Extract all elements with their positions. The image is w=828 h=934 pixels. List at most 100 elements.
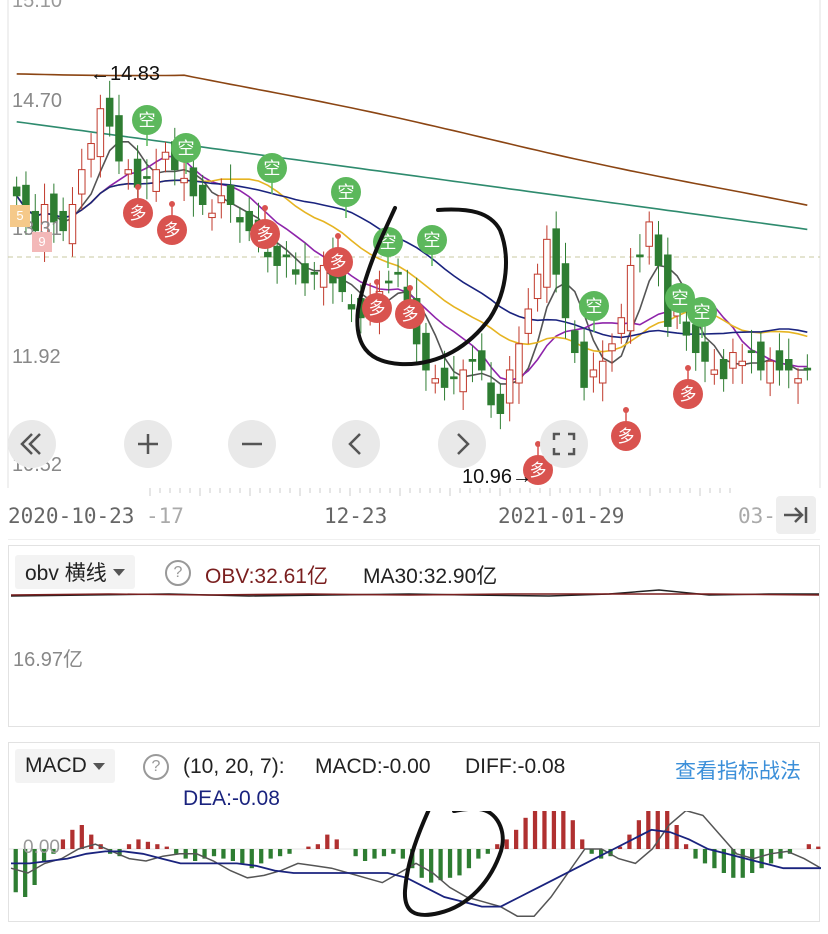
left-badge-1: 5 [10,205,30,227]
candlestick [245,197,253,242]
long-signal-marker[interactable]: 多 [395,285,425,329]
date-label-4: 2021-01-29 [498,504,625,528]
short-signal-marker[interactable]: 空 [373,227,403,268]
svg-text:空: 空 [694,303,711,322]
svg-text:多: 多 [680,385,697,404]
scroll-right-button[interactable] [438,420,486,468]
candlestick [608,333,616,372]
date-label-1: 2020-10-23 [8,504,135,528]
candlestick [68,187,77,257]
svg-text:多: 多 [402,305,419,324]
candlestick [552,211,560,293]
diff-value-label: DIFF:-0.08 [465,755,566,778]
jump-to-end-icon [784,507,808,523]
date-label-2: -17 [146,504,184,528]
short-signal-marker[interactable]: 空 [665,283,695,324]
indicator-selector-obv[interactable]: obv 横线 [15,555,135,589]
indicator-selector-label: obv 横线 [25,562,107,585]
help-icon[interactable]: ? [165,560,191,586]
high-price-marker: ←14.83 [90,63,161,85]
candlestick [12,176,21,207]
long-signal-marker[interactable]: 多 [157,201,187,245]
candlestick [636,234,644,273]
short-signal-marker[interactable]: 空 [171,133,201,174]
candlestick [598,340,607,402]
svg-text:空: 空 [178,139,195,158]
candlestick [645,211,653,265]
obv-ma30-line [10,593,820,596]
top-price-label: 15.10 [12,0,63,12]
candlestick [282,241,291,278]
right-icon [457,433,470,455]
short-signal-marker[interactable]: 空 [257,153,287,194]
ma30-line [16,179,808,339]
left-badge-2: 9 [32,232,52,252]
price-label-3: 11.92 [12,346,61,368]
candlestick [747,329,756,374]
help-icon[interactable]: ? [143,754,169,780]
svg-text:空: 空 [338,183,355,202]
svg-text:多: 多 [164,221,181,240]
candlestick [766,347,774,397]
indicator-selector-macd[interactable]: MACD [15,749,115,783]
fullscreen-button[interactable] [540,420,588,468]
candlestick [459,359,467,411]
short-signal-marker[interactable]: 空 [687,297,717,338]
long-signal-marker[interactable]: 多 [673,365,703,409]
long-signal-marker[interactable]: 多 [323,233,353,277]
long-signal-marker[interactable]: 多 [611,407,641,451]
scroll-far-left-button[interactable] [8,420,56,468]
candlestick [515,326,523,404]
jump-to-end-button[interactable] [776,496,816,534]
obv-axis-label: 16.97亿 [13,649,84,671]
chevron-down-icon [112,568,125,576]
candlestick [143,159,151,200]
strategy-link[interactable]: 查看指标战法 [675,760,801,783]
zoom-out-button[interactable] [228,420,276,468]
candlestick [59,197,67,242]
candlestick [152,148,160,202]
candlestick [124,159,133,190]
short-signal-marker[interactable]: 空 [331,177,361,218]
candlestick [422,322,430,391]
long-signal-marker[interactable]: 多 [123,184,153,228]
candlestick [561,242,570,339]
obv-ma-label: MA30:32.90亿 [363,565,498,588]
long-signal-marker[interactable]: 多 [250,205,280,249]
candlestick [775,333,784,386]
svg-text:空: 空 [424,231,441,250]
candlestick [682,311,691,351]
long-signal-marker[interactable]: 多 [523,441,553,485]
candlestick [794,368,802,404]
candlestick [384,270,393,294]
macd-params-label: (10, 20, 7): [183,755,285,778]
candlestick [96,94,105,178]
short-signal-marker[interactable]: 空 [417,225,447,266]
short-signal-marker[interactable]: 空 [132,105,162,146]
scroll-left-button[interactable] [332,420,380,468]
price-label-1: 14.70 [12,90,63,112]
zoom-in-icon [138,434,158,454]
long-signal-marker[interactable]: 多 [362,279,392,323]
kline-panel[interactable]: 空空空空空空空空空多多多多多多多多多 15.10 14.70 13.31 11.… [0,0,828,540]
candlestick [784,338,793,389]
svg-text:多: 多 [130,204,147,223]
candlestick [617,303,626,344]
candlestick [198,174,207,215]
candlestick [589,352,598,393]
candlestick [701,324,709,383]
candlestick [505,356,514,422]
svg-text:空: 空 [264,159,281,178]
candlestick [310,261,319,290]
candlestick [431,364,440,394]
candlestick [524,288,533,344]
svg-text:多: 多 [369,299,386,318]
short-signal-marker[interactable]: 空 [579,291,609,332]
zoom-in-button[interactable] [124,420,172,468]
candlestick [208,199,216,231]
candlestick [757,331,765,381]
left-icon [348,433,361,455]
fullscreen-icon [552,432,576,456]
macd-panel: MACD ? (10, 20, 7): MACD:-0.00 DIFF:-0.0… [8,742,821,922]
